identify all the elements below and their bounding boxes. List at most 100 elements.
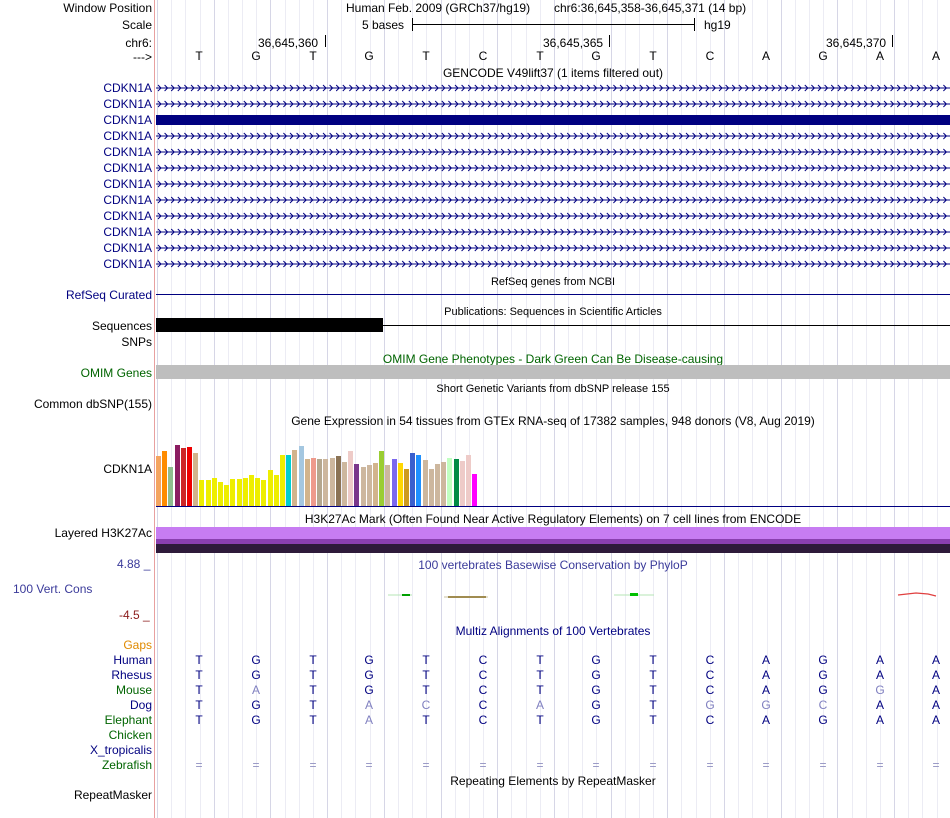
gtex-tissue-bar[interactable] xyxy=(466,455,471,506)
gene-intron-line[interactable] xyxy=(156,211,950,221)
gtex-tissue-bar[interactable] xyxy=(218,482,223,506)
gtex-tissue-bar[interactable] xyxy=(385,465,390,506)
species-label[interactable]: Mouse xyxy=(115,683,152,697)
gtex-tissue-bar[interactable] xyxy=(398,463,403,506)
gene-label[interactable]: CDKN1A xyxy=(103,97,152,111)
gtex-tissue-bar[interactable] xyxy=(435,464,440,506)
refseq-track-label[interactable]: RefSeq Curated xyxy=(65,288,152,302)
gene-label[interactable]: CDKN1A xyxy=(103,193,152,207)
gene-label[interactable]: CDKN1A xyxy=(103,81,152,95)
gene-label[interactable]: CDKN1A xyxy=(103,161,152,175)
h3k27ac-signal-bottom[interactable] xyxy=(156,544,950,553)
gene-label[interactable]: CDKN1A xyxy=(103,209,152,223)
dbsnp-track-label[interactable]: Common dbSNP(155) xyxy=(33,397,152,411)
gtex-tissue-bar[interactable] xyxy=(187,447,192,506)
h3k27ac-signal-top[interactable] xyxy=(156,527,950,539)
gtex-tissue-bar[interactable] xyxy=(249,475,254,506)
gtex-tissue-bar[interactable] xyxy=(292,450,297,506)
h3k27ac-track-label[interactable]: Layered H3K27Ac xyxy=(54,526,152,540)
gene-label[interactable]: CDKN1A xyxy=(103,225,152,239)
omim-track-label[interactable]: OMIM Genes xyxy=(80,366,152,380)
gene-intron-line[interactable] xyxy=(156,99,950,109)
gene-intron-line[interactable] xyxy=(156,195,950,205)
gtex-tissue-bar[interactable] xyxy=(268,470,273,506)
gtex-tissue-bar[interactable] xyxy=(354,464,359,506)
gene-label[interactable]: CDKN1A xyxy=(103,145,152,159)
publication-block[interactable] xyxy=(156,318,383,332)
species-label[interactable]: Rhesus xyxy=(111,668,152,682)
gene-label[interactable]: CDKN1A xyxy=(103,113,152,127)
gene-intron-line[interactable] xyxy=(156,243,950,253)
gene-label[interactable]: CDKN1A xyxy=(103,177,152,191)
gtex-tissue-bar[interactable] xyxy=(237,479,242,506)
gtex-tissue-bar[interactable] xyxy=(317,459,322,506)
gtex-tissue-bar[interactable] xyxy=(224,485,229,506)
gtex-tissue-bar[interactable] xyxy=(305,459,310,506)
species-label[interactable]: Chicken xyxy=(108,728,152,742)
gene-intron-line[interactable] xyxy=(156,259,950,269)
publication-line[interactable] xyxy=(383,325,950,326)
species-label[interactable]: Human xyxy=(113,653,152,667)
refseq-gene-line[interactable] xyxy=(156,294,950,295)
gtex-tissue-bar[interactable] xyxy=(454,459,459,506)
gtex-tissue-bar[interactable] xyxy=(342,462,347,506)
species-label[interactable]: Elephant xyxy=(104,713,152,727)
gtex-tissue-bar[interactable] xyxy=(441,462,446,506)
gtex-gene-line[interactable] xyxy=(156,506,950,507)
gtex-tissue-bar[interactable] xyxy=(280,455,285,506)
gene-label[interactable]: CDKN1A xyxy=(103,241,152,255)
gtex-tissue-bar[interactable] xyxy=(175,445,180,506)
gene-intron-line[interactable] xyxy=(156,227,950,237)
gtex-tissue-bar[interactable] xyxy=(336,456,341,506)
gtex-tissue-bar[interactable] xyxy=(423,460,428,506)
gtex-tissue-bar[interactable] xyxy=(361,467,366,506)
species-label[interactable]: X_tropicalis xyxy=(89,743,152,757)
gene-label[interactable]: CDKN1A xyxy=(103,257,152,271)
gtex-track-label[interactable]: CDKN1A xyxy=(103,462,152,476)
gtex-tissue-bar[interactable] xyxy=(404,469,409,506)
species-label[interactable]: Zebrafish xyxy=(101,758,152,772)
gtex-tissue-bar[interactable] xyxy=(429,469,434,506)
gtex-tissue-bar[interactable] xyxy=(472,474,477,506)
gtex-tissue-bar[interactable] xyxy=(416,455,421,506)
gtex-tissue-bar[interactable] xyxy=(311,458,316,506)
gtex-tissue-bar[interactable] xyxy=(447,458,452,506)
gtex-tissue-bar[interactable] xyxy=(243,478,248,506)
species-label[interactable]: Dog xyxy=(129,698,152,712)
gtex-tissue-bar[interactable] xyxy=(460,461,465,506)
gtex-tissue-bar[interactable] xyxy=(261,480,266,506)
gtex-tissue-bar[interactable] xyxy=(162,451,167,506)
gtex-tissue-bar[interactable] xyxy=(156,456,161,506)
phylop-track-label[interactable]: 100 Vert. Cons xyxy=(13,582,93,596)
gene-intron-line[interactable] xyxy=(156,131,950,141)
snps-track-label[interactable]: SNPs xyxy=(121,335,152,349)
sequences-track-label[interactable]: Sequences xyxy=(91,319,152,333)
gene-intron-line[interactable] xyxy=(156,179,950,189)
gtex-tissue-bar[interactable] xyxy=(379,451,384,506)
phylop-signal[interactable] xyxy=(156,585,950,605)
gtex-tissue-bar[interactable] xyxy=(348,451,353,506)
h3k27ac-signal-mid[interactable] xyxy=(156,539,950,544)
gtex-tissue-bar[interactable] xyxy=(286,455,291,506)
gene-exon-block[interactable] xyxy=(156,115,950,125)
repeatmasker-track-label[interactable]: RepeatMasker xyxy=(73,788,152,802)
gene-intron-line[interactable] xyxy=(156,163,950,173)
omim-gene-bar[interactable] xyxy=(156,365,950,379)
gtex-tissue-bar[interactable] xyxy=(206,480,211,506)
gtex-tissue-bar[interactable] xyxy=(367,465,372,506)
gtex-tissue-bar[interactable] xyxy=(373,463,378,506)
gene-label[interactable]: CDKN1A xyxy=(103,129,152,143)
gene-intron-line[interactable] xyxy=(156,83,950,93)
gtex-tissue-bar[interactable] xyxy=(255,478,260,506)
gtex-tissue-bar[interactable] xyxy=(299,446,304,506)
gtex-tissue-bar[interactable] xyxy=(199,480,204,506)
gtex-tissue-bar[interactable] xyxy=(193,453,198,506)
gtex-tissue-bar[interactable] xyxy=(181,448,186,506)
gtex-tissue-bar[interactable] xyxy=(330,458,335,506)
gtex-tissue-bar[interactable] xyxy=(410,453,415,506)
gtex-tissue-bar[interactable] xyxy=(168,467,173,506)
gtex-tissue-bar[interactable] xyxy=(212,478,217,506)
gtex-tissue-bar[interactable] xyxy=(323,459,328,506)
gene-intron-line[interactable] xyxy=(156,147,950,157)
